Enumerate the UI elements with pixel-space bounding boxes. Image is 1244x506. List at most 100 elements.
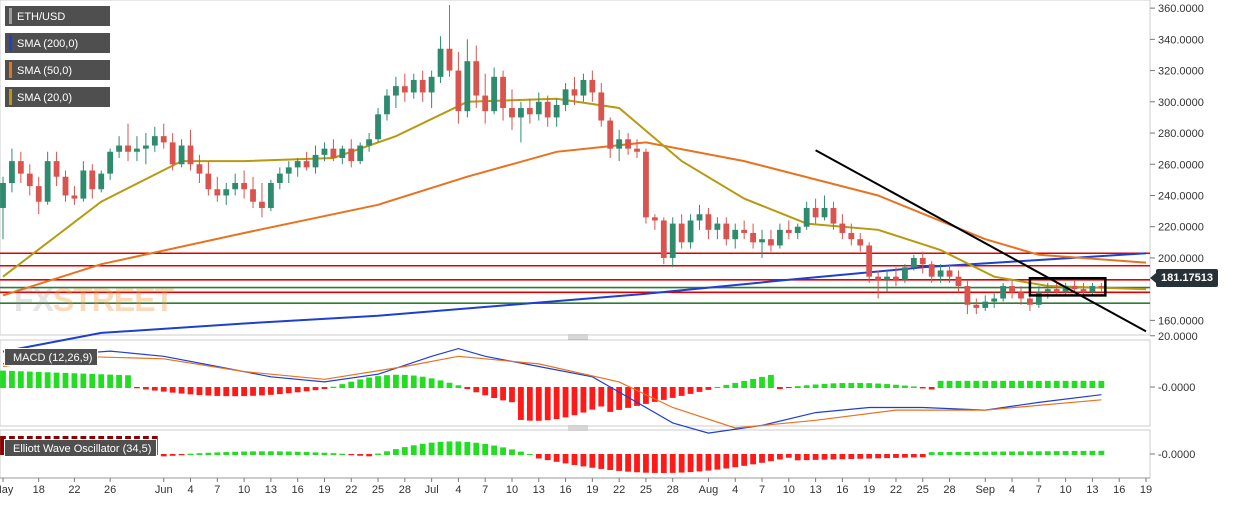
macd-histogram-bar-4 xyxy=(35,371,42,388)
macd-histogram-bar-2 xyxy=(17,371,24,388)
macd-histogram-bar-7 xyxy=(62,372,69,388)
macd-histogram-bar-31 xyxy=(276,387,283,395)
macd-histogram-bar-61 xyxy=(544,387,551,421)
macd-histogram-bar-44 xyxy=(393,374,399,388)
ewo-bar-47 xyxy=(419,443,426,455)
macd-histogram-bar-113 xyxy=(1009,380,1015,388)
candle-body-87 xyxy=(776,229,783,246)
candle-body-34 xyxy=(303,161,310,168)
candle-body-47 xyxy=(419,79,426,93)
candle-body-70 xyxy=(625,139,631,149)
ewo-bar-0 xyxy=(0,436,6,455)
macd-histogram-bar-80 xyxy=(714,386,721,388)
ewo-bar-72 xyxy=(643,454,649,473)
legend-sma200[interactable]: SMA (200,0) xyxy=(4,32,111,54)
ewo-bar-88 xyxy=(785,454,792,458)
ewo-bar-98 xyxy=(875,454,882,459)
candle-body-22 xyxy=(196,164,203,174)
x-tick-label-3: 26 xyxy=(104,484,116,496)
macd-histogram-bar-50 xyxy=(446,382,453,388)
ewo-bar-110 xyxy=(982,451,989,455)
candle-body-106 xyxy=(946,270,953,277)
candle-body-67 xyxy=(598,92,605,121)
ewo-bar-117 xyxy=(1044,451,1051,455)
macd-histogram-bar-13 xyxy=(116,374,122,388)
ewo-bar-57 xyxy=(509,449,515,455)
ewo-bar-71 xyxy=(634,454,640,473)
x-tick-label-33: 28 xyxy=(943,484,955,496)
x-tick-label-5: 4 xyxy=(187,484,193,496)
legend-sma20-label: SMA (20,0) xyxy=(17,92,73,104)
macd-histogram-bar-82 xyxy=(732,382,739,388)
ewo-bar-73 xyxy=(651,454,658,473)
candle-body-21 xyxy=(187,145,194,165)
x-tick-label-9: 16 xyxy=(292,484,304,496)
macd-histogram-bar-25 xyxy=(223,387,230,397)
legend-sma20[interactable]: SMA (20,0) xyxy=(4,86,111,108)
ewo-bar-38 xyxy=(339,453,346,455)
macd-histogram-bar-117 xyxy=(1044,380,1051,388)
macd-histogram-bar-49 xyxy=(437,380,444,388)
macd-histogram-bar-121 xyxy=(1080,380,1087,388)
candle-body-3 xyxy=(26,173,33,187)
macd-histogram-bar-18 xyxy=(160,387,167,392)
candle-body-104 xyxy=(928,264,935,277)
price-y-tick-label-3: 300.0000 xyxy=(1158,97,1204,109)
ewo-bar-79 xyxy=(705,454,712,471)
macd-histogram-bar-45 xyxy=(401,374,408,388)
macd-histogram-bar-27 xyxy=(241,387,248,397)
x-tick-label-29: 16 xyxy=(836,484,848,496)
legend-sma50[interactable]: SMA (50,0) xyxy=(4,59,111,81)
macd-histogram-bar-72 xyxy=(643,387,649,404)
candle-body-32 xyxy=(285,167,292,174)
ewo-bar-19 xyxy=(169,454,176,456)
ewo-bar-84 xyxy=(750,454,756,465)
macd-histogram-bar-17 xyxy=(151,387,158,391)
macd-histogram-bar-0 xyxy=(0,370,6,388)
ewo-bar-112 xyxy=(1000,451,1007,455)
legend-ethusd[interactable]: ETH/USD xyxy=(4,5,111,27)
x-tick-label-0: May xyxy=(0,484,14,496)
macd-histogram-bar-37 xyxy=(330,386,337,388)
ewo-bar-53 xyxy=(473,442,480,455)
legend-sma200-label: SMA (200,0) xyxy=(17,38,79,50)
x-tick-label-27: 10 xyxy=(783,484,795,496)
macd-histogram-bar-6 xyxy=(53,372,60,388)
macd-label[interactable]: MACD (12,26,9) xyxy=(4,348,99,366)
candle-body-36 xyxy=(321,148,328,155)
macd-histogram-bar-96 xyxy=(857,382,864,388)
ewo-label[interactable]: Elliott Wave Oscillator (34,5) xyxy=(4,439,158,457)
candle-body-29 xyxy=(259,201,265,208)
ewo-bar-29 xyxy=(259,451,265,455)
ewo-bar-56 xyxy=(500,447,506,455)
ewo-bar-76 xyxy=(678,454,685,473)
x-tick-label-40: 19 xyxy=(1140,484,1152,496)
x-tick-label-7: 10 xyxy=(238,484,250,496)
candle-body-33 xyxy=(294,161,301,168)
macd-histogram-bar-36 xyxy=(321,387,328,390)
price-y-tick-label-6: 240.0000 xyxy=(1158,190,1204,202)
x-tick-label-39: 16 xyxy=(1113,484,1125,496)
macd-histogram-bar-42 xyxy=(375,376,381,388)
macd-histogram-bar-112 xyxy=(1000,380,1007,388)
ewo-bar-121 xyxy=(1080,450,1087,455)
ewo-bar-22 xyxy=(196,453,203,455)
macd-histogram-bar-22 xyxy=(196,387,203,396)
ewo-bar-41 xyxy=(366,454,373,457)
ewo-bar-28 xyxy=(250,451,256,455)
macd-histogram-bar-47 xyxy=(419,376,426,388)
ewo-bar-25 xyxy=(223,452,230,455)
ewo-bar-67 xyxy=(598,454,605,469)
candle-body-20 xyxy=(178,145,185,165)
x-tick-label-37: 10 xyxy=(1060,484,1072,496)
candle-body-111 xyxy=(991,298,998,302)
candle-body-114 xyxy=(1018,292,1024,299)
candle-body-55 xyxy=(491,76,498,112)
candle-body-5 xyxy=(44,161,51,202)
macd-histogram-bar-84 xyxy=(750,378,756,388)
candle-body-46 xyxy=(410,79,417,93)
ewo-bar-34 xyxy=(303,452,310,455)
sma-200-line xyxy=(2,252,1147,353)
candle-body-101 xyxy=(901,267,908,280)
ewo-bar-108 xyxy=(964,451,971,455)
